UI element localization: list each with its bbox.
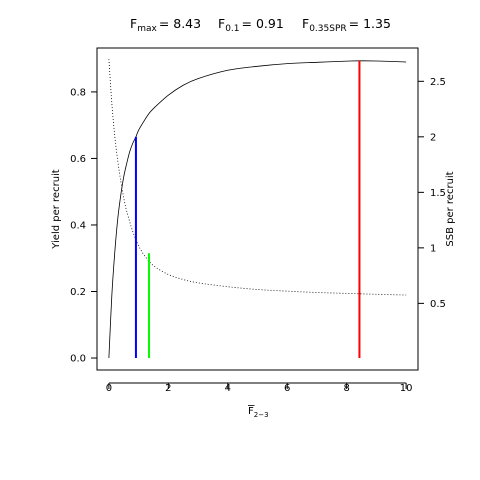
chart-title: Fmax = 8.43 F0.1 = 0.91 F0.35SPR = 1.35 xyxy=(130,16,391,34)
y-left-tick-label: 0.0 xyxy=(70,354,86,365)
y-axis-left: 0.0 0.2 0.4 0.6 0.8 xyxy=(70,87,97,365)
y-right-tick-label: 1.5 xyxy=(430,188,446,199)
x-tick-label: 10 xyxy=(400,383,413,394)
plot-frame xyxy=(96,47,419,371)
ssb-per-recruit-line xyxy=(108,59,407,296)
x-tick-label: 0 xyxy=(106,383,112,394)
reference-lines xyxy=(134,60,361,359)
title-fspr: F0.35SPR = 1.35 xyxy=(302,16,391,34)
x-tick-label: 2 xyxy=(165,383,171,394)
y-axis-right-label: SSB per recruit xyxy=(445,171,456,246)
x-tick-label: 6 xyxy=(284,383,290,394)
y-right-tick-label: 2.5 xyxy=(430,77,446,88)
y-right-tick-label: 1 xyxy=(430,243,436,254)
y-right-tick-label: 0.5 xyxy=(430,299,446,310)
data-curves xyxy=(108,59,407,359)
x-tick-label: 8 xyxy=(343,383,349,394)
y-left-tick-label: 0.2 xyxy=(70,287,86,298)
title-fmax: Fmax = 8.43 xyxy=(130,16,201,34)
y-left-tick-label: 0.6 xyxy=(70,154,86,165)
title-f01: F0.1 = 0.91 xyxy=(218,16,284,34)
x-axis: 0 2 4 6 8 10 xyxy=(106,382,413,394)
yield-per-recruit-line xyxy=(108,60,407,359)
y-left-tick-label: 0.8 xyxy=(70,87,86,98)
y-axis-right: 0.5 1 1.5 2 2.5 xyxy=(418,77,446,310)
x-axis-label: F2−3 xyxy=(248,406,269,419)
y-axis-left-label: Yield per recruit xyxy=(51,169,62,250)
y-left-tick-label: 0.4 xyxy=(70,220,86,231)
x-tick-label: 4 xyxy=(225,383,231,394)
y-right-tick-label: 2 xyxy=(430,132,436,143)
